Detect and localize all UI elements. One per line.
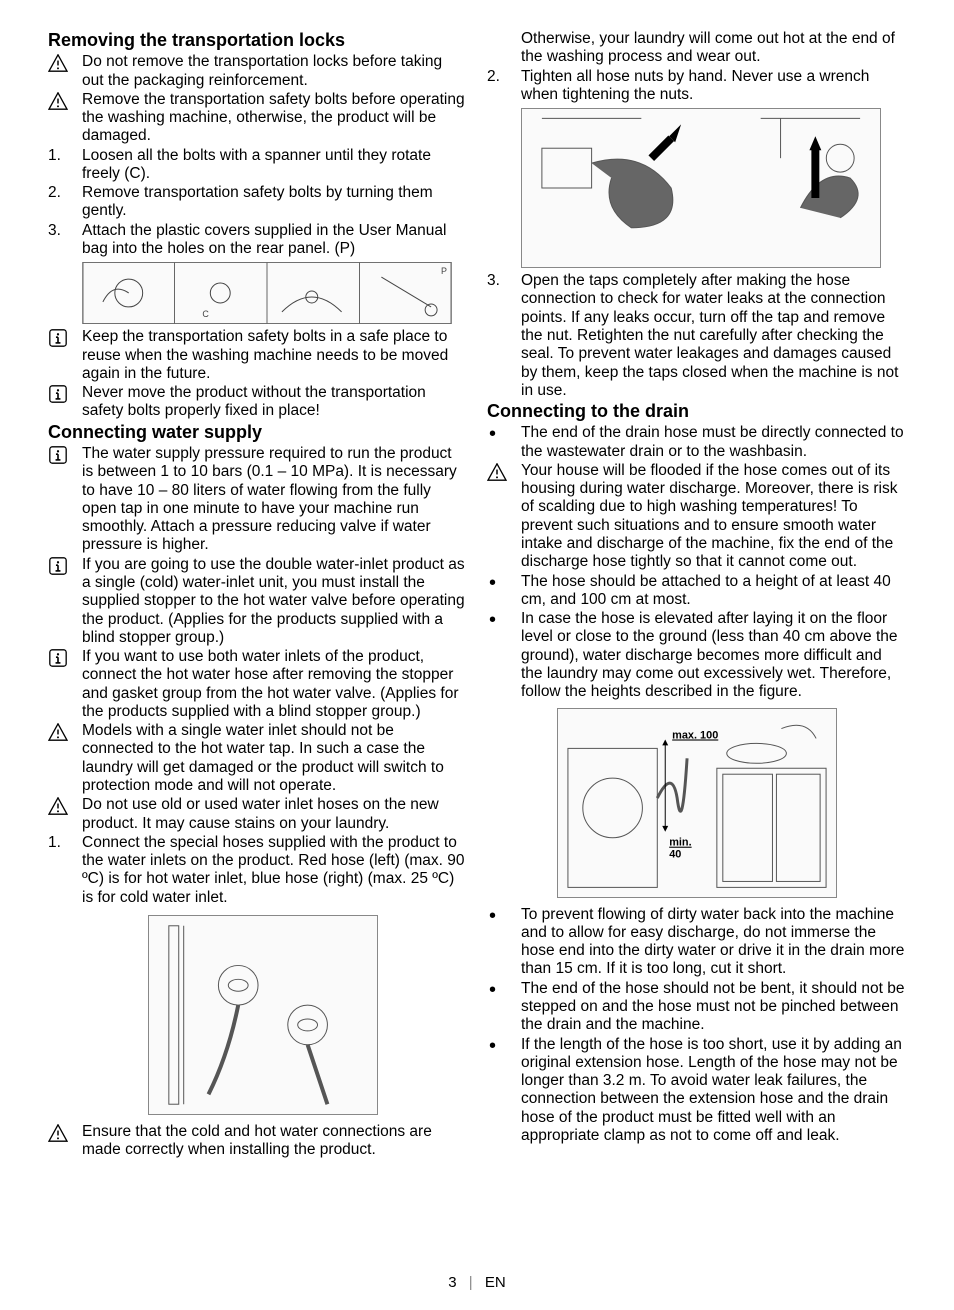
text-item: Keep the transportation safety bolts in …: [48, 328, 467, 383]
text-item: Otherwise, your laundry will come out ho…: [487, 30, 906, 67]
warning-icon: [48, 91, 82, 110]
item-text: Your house will be flooded if the hose c…: [521, 462, 906, 572]
heading-water-supply: Connecting water supply: [48, 422, 467, 443]
text-item: Never move the product without the trans…: [48, 384, 467, 421]
bullet-marker: •: [487, 1036, 521, 1055]
svg-text:P: P: [441, 266, 447, 276]
figure-drain: max. 100 min. 40: [557, 708, 837, 898]
item-text: Ensure that the cold and hot water conne…: [82, 1123, 467, 1160]
figure-taps: [521, 108, 881, 268]
item-text: Models with a single water inlet should …: [82, 722, 467, 795]
text-item: 3.Attach the plastic covers supplied in …: [48, 222, 467, 259]
item-text: The hose should be attached to a height …: [521, 573, 906, 610]
section-items: The water supply pressure required to ru…: [48, 445, 467, 907]
item-text: If the length of the hose is too short, …: [521, 1036, 906, 1146]
list-number: 2.: [48, 184, 82, 202]
item-text: Attach the plastic covers supplied in th…: [82, 222, 467, 259]
item-text: To prevent flowing of dirty water back i…: [521, 906, 906, 979]
heading-removing-locks: Removing the transportation locks: [48, 30, 467, 51]
page-number: 3: [448, 1274, 456, 1291]
bullet-marker: •: [487, 610, 521, 629]
text-item: •The end of the drain hose must be direc…: [487, 424, 906, 461]
item-text: Remove the transportation safety bolts b…: [82, 91, 467, 146]
text-item: 2.Remove transportation safety bolts by …: [48, 184, 467, 221]
page-lang: EN: [485, 1274, 506, 1291]
left-column: Removing the transportation locks Do not…: [48, 30, 467, 1161]
bullet-marker: •: [487, 980, 521, 999]
text-item: 1.Connect the special hoses supplied wit…: [48, 834, 467, 907]
section-items: •The end of the drain hose must be direc…: [487, 424, 906, 701]
list-number: 1.: [48, 147, 82, 165]
figure-locks: C P: [82, 262, 452, 324]
item-text: Keep the transportation safety bolts in …: [82, 328, 467, 383]
text-item: •The hose should be attached to a height…: [487, 573, 906, 610]
text-item: 1.Loosen all the bolts with a spanner un…: [48, 147, 467, 184]
text-item: •To prevent flowing of dirty water back …: [487, 906, 906, 979]
text-item: Do not use old or used water inlet hoses…: [48, 796, 467, 833]
item-text: If you want to use both water inlets of …: [82, 648, 467, 721]
bullet-marker: •: [487, 573, 521, 592]
svg-text:C: C: [202, 309, 209, 319]
info-icon: [48, 556, 82, 575]
section-items: Do not remove the transportation locks b…: [48, 53, 467, 258]
list-number: 3.: [48, 222, 82, 240]
footer-separator: |: [469, 1274, 473, 1291]
text-item: The water supply pressure required to ru…: [48, 445, 467, 555]
item-text: The end of the hose should not be bent, …: [521, 980, 906, 1035]
text-item: Your house will be flooded if the hose c…: [487, 462, 906, 572]
item-text: Connect the special hoses supplied with …: [82, 834, 467, 907]
text-item: Remove the transportation safety bolts b…: [48, 91, 467, 146]
right-column: Otherwise, your laundry will come out ho…: [487, 30, 906, 1161]
text-item: •The end of the hose should not be bent,…: [487, 980, 906, 1035]
item-text: Never move the product without the trans…: [82, 384, 467, 421]
item-text: Loosen all the bolts with a spanner unti…: [82, 147, 467, 184]
item-text: Open the taps completely after making th…: [521, 272, 906, 400]
warning-icon: [48, 1123, 82, 1142]
list-number: 2.: [487, 68, 521, 86]
text-item: Do not remove the transportation locks b…: [48, 53, 467, 90]
warning-icon: [48, 53, 82, 72]
figure-hoses: [148, 915, 378, 1115]
item-text: The end of the drain hose must be direct…: [521, 424, 906, 461]
item-text: Tighten all hose nuts by hand. Never use…: [521, 68, 906, 105]
list-number: 3.: [487, 272, 521, 290]
item-text: If you are going to use the double water…: [82, 556, 467, 647]
text-item: 3.Open the taps completely after making …: [487, 272, 906, 400]
text-item: •In case the hose is elevated after layi…: [487, 610, 906, 701]
svg-text:min.: min.: [669, 836, 691, 848]
section-items: 3.Open the taps completely after making …: [487, 272, 906, 400]
warning-icon: [48, 722, 82, 741]
info-icon: [48, 384, 82, 403]
warning-icon: [48, 796, 82, 815]
item-text: The water supply pressure required to ru…: [82, 445, 467, 555]
content-columns: Removing the transportation locks Do not…: [48, 30, 906, 1161]
section-items: Ensure that the cold and hot water conne…: [48, 1123, 467, 1160]
bullet-marker: •: [487, 424, 521, 443]
item-text: Otherwise, your laundry will come out ho…: [521, 30, 906, 67]
item-text: Do not remove the transportation locks b…: [82, 53, 467, 90]
bullet-marker: •: [487, 906, 521, 925]
continuation-indent: [487, 30, 521, 31]
text-item: 2.Tighten all hose nuts by hand. Never u…: [487, 68, 906, 105]
section-items: Otherwise, your laundry will come out ho…: [487, 30, 906, 104]
heading-drain: Connecting to the drain: [487, 401, 906, 422]
text-item: •If the length of the hose is too short,…: [487, 1036, 906, 1146]
text-item: Models with a single water inlet should …: [48, 722, 467, 795]
svg-text:max. 100: max. 100: [672, 729, 718, 741]
warning-icon: [487, 462, 521, 481]
info-icon: [48, 328, 82, 347]
text-item: If you want to use both water inlets of …: [48, 648, 467, 721]
page-footer: 3 | EN: [0, 1274, 954, 1292]
item-text: In case the hose is elevated after layin…: [521, 610, 906, 701]
info-icon: [48, 445, 82, 464]
text-item: Ensure that the cold and hot water conne…: [48, 1123, 467, 1160]
list-number: 1.: [48, 834, 82, 852]
section-items: •To prevent flowing of dirty water back …: [487, 906, 906, 1146]
item-text: Do not use old or used water inlet hoses…: [82, 796, 467, 833]
text-item: If you are going to use the double water…: [48, 556, 467, 647]
svg-text:40: 40: [669, 848, 681, 860]
item-text: Remove transportation safety bolts by tu…: [82, 184, 467, 221]
info-icon: [48, 648, 82, 667]
section-items: Keep the transportation safety bolts in …: [48, 328, 467, 420]
